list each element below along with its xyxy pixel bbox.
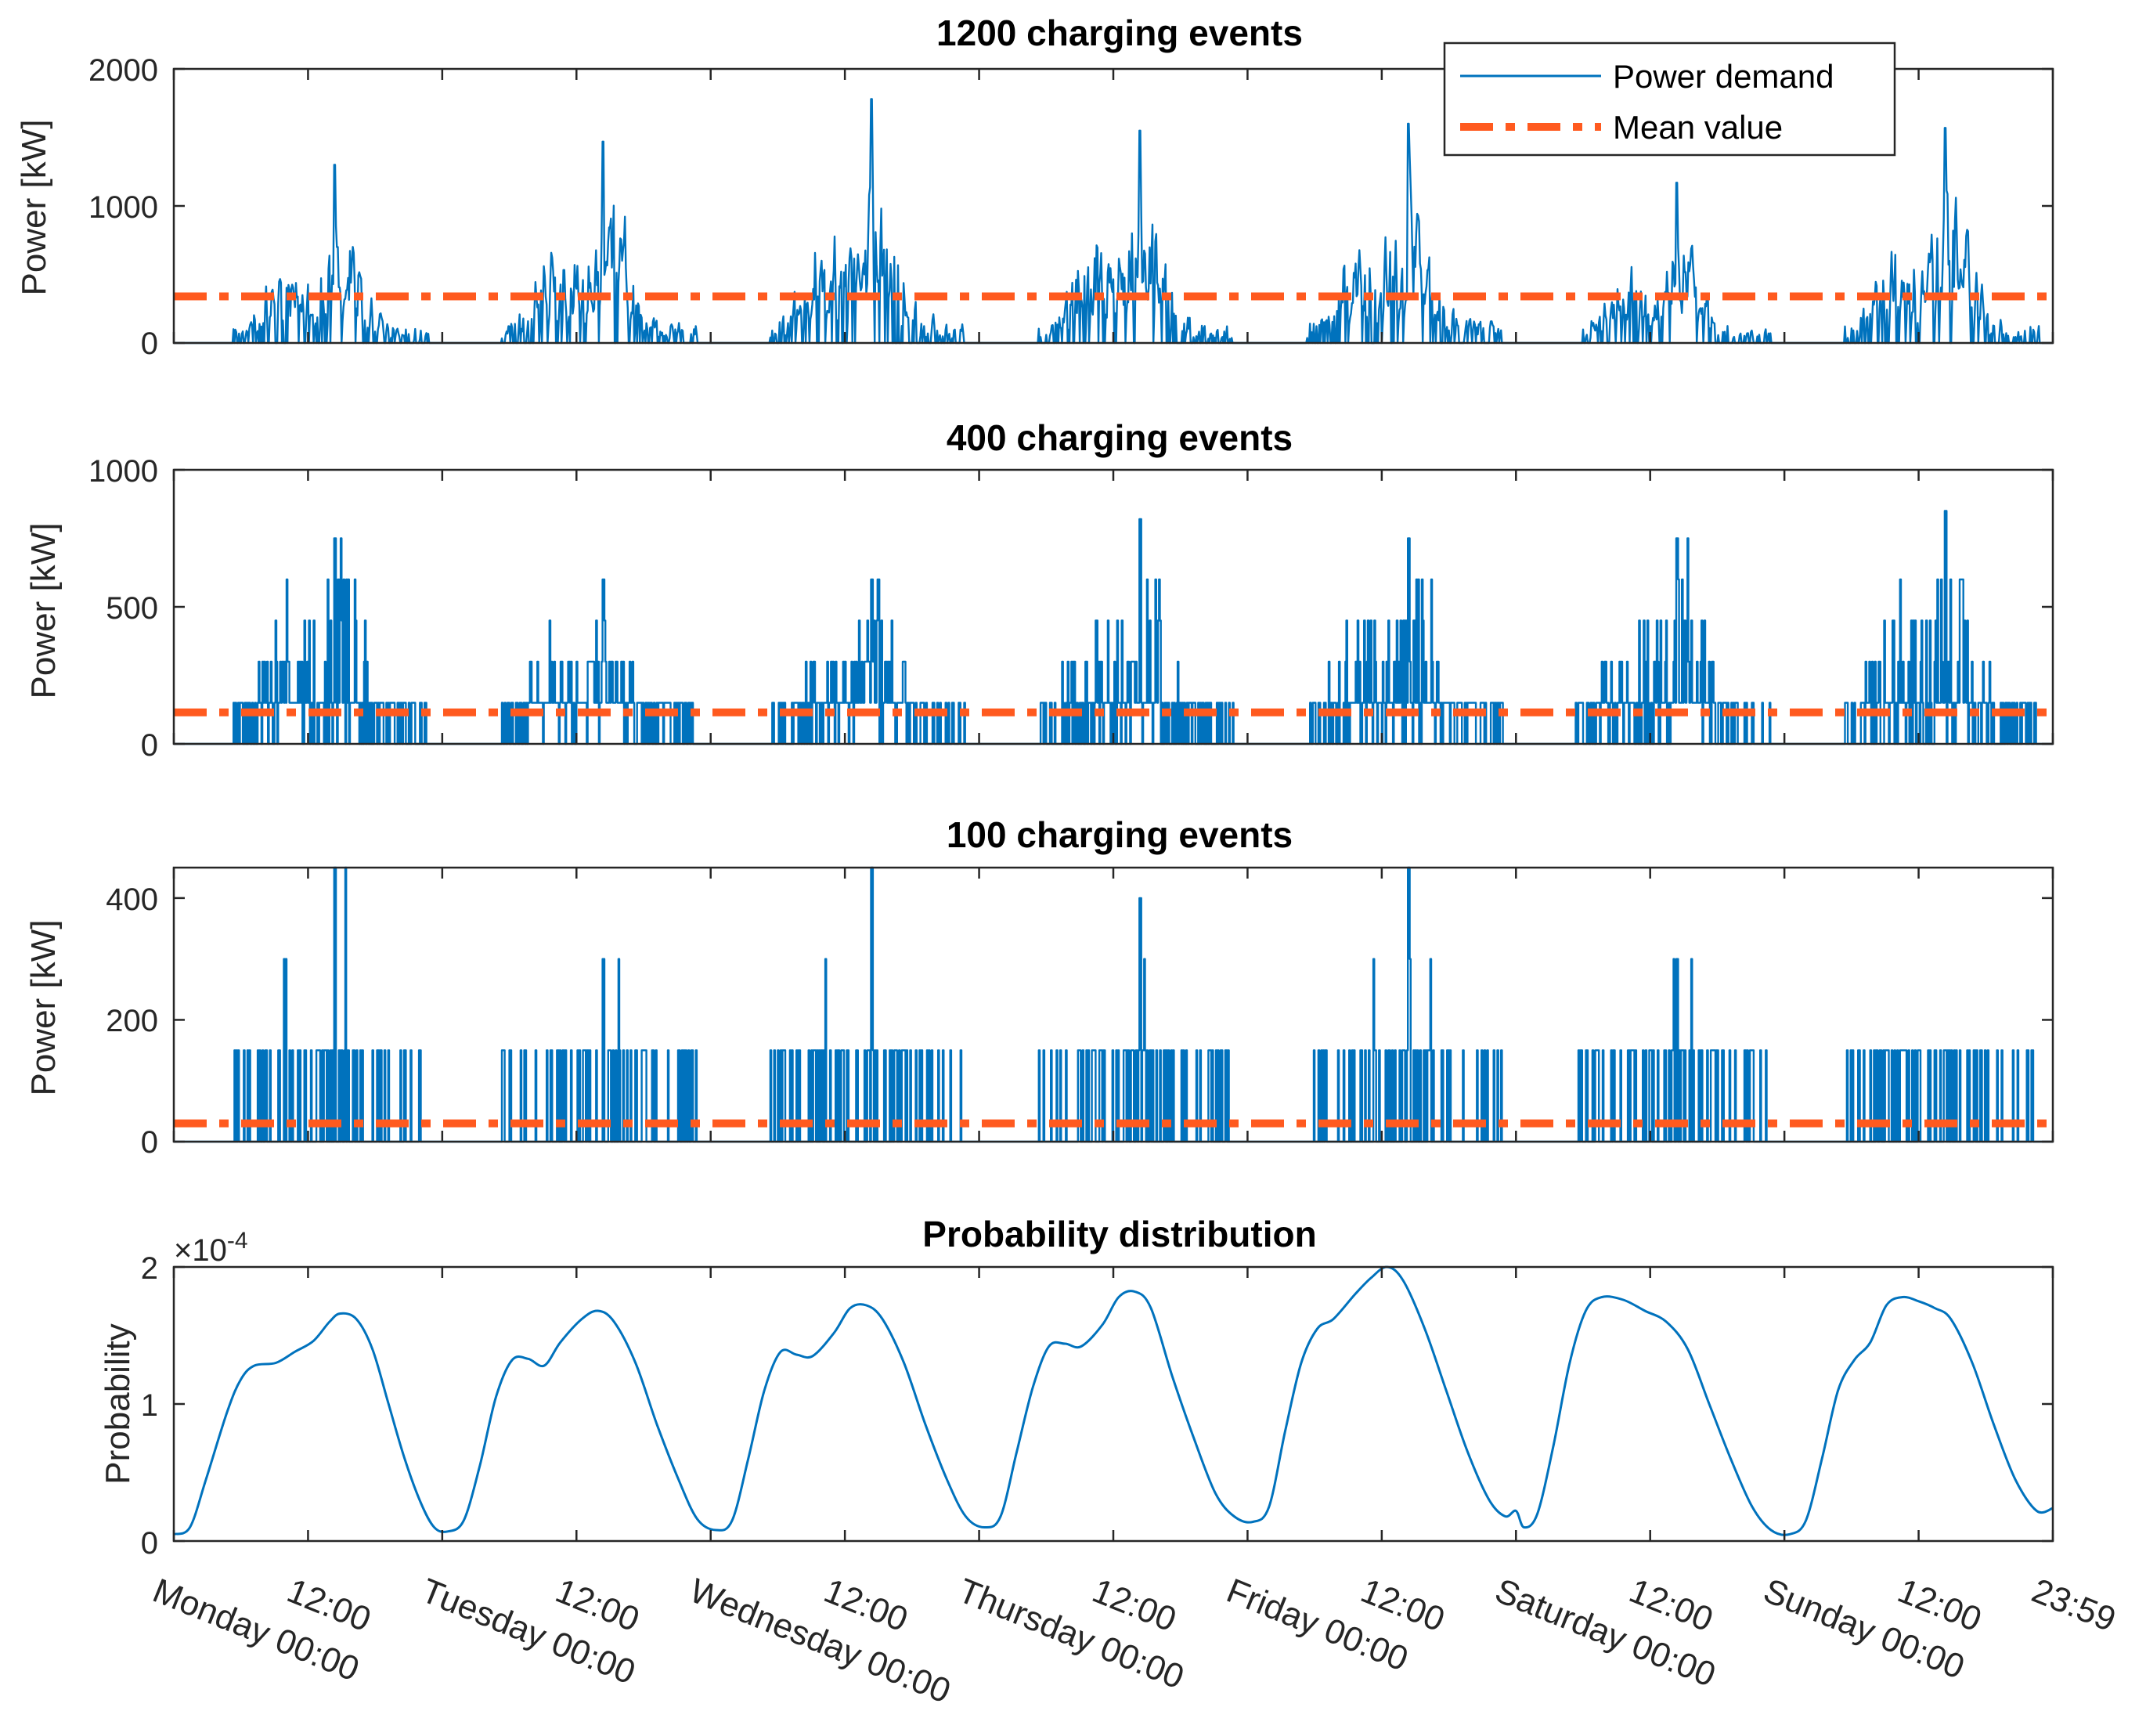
panel-probability: Probability distribution Probability 0 1… <box>99 1214 2121 1711</box>
panel-4-ytick-0: 0 <box>141 1526 158 1561</box>
legend-box <box>1443 42 1896 157</box>
panel-100-events: 100 charging events Power [kW] 0 200 400 <box>24 814 2054 1160</box>
probability-curve <box>173 1265 2054 1536</box>
panel-3-ytick-1: 200 <box>106 1004 158 1038</box>
exponent-power: -4 <box>227 1228 248 1254</box>
panel-2-ytick-0: 0 <box>141 728 158 763</box>
xtick-label: Thursday 00:00 <box>953 1572 1189 1697</box>
legend-demand-label: Power demand <box>1613 58 1834 95</box>
panel-2-plot-area <box>172 468 2054 745</box>
panel-4-ytick-1: 1 <box>141 1388 158 1423</box>
panel-1-title: 1200 charging events <box>936 13 1303 53</box>
xtick-label: 23:59 <box>2027 1572 2121 1640</box>
panel-4-ylabel: Probability <box>99 1323 137 1484</box>
xtick-label: Saturday 00:00 <box>1490 1572 1721 1694</box>
power-demand-line <box>174 866 2053 1143</box>
panel-4-plot-area <box>172 1265 2054 1543</box>
panel-4-ytick-2: 2 <box>141 1251 158 1286</box>
panel-2-title: 400 charging events <box>947 417 1293 458</box>
xtick-label: Wednesday 00:00 <box>684 1572 955 1711</box>
panel-4-exponent: ×10-4 <box>174 1228 248 1268</box>
panel-2-ytick-1: 500 <box>106 591 158 626</box>
legend-mean-label: Mean value <box>1613 109 1783 146</box>
panel-3-ytick-0: 0 <box>141 1125 158 1160</box>
panel-4-title: Probability distribution <box>922 1214 1316 1254</box>
panel-1-plot-area <box>172 67 2054 345</box>
panel-2-ylabel: Power [kW] <box>24 523 63 699</box>
panel-3-plot-area <box>172 866 2054 1143</box>
panel-400-events: 400 charging events Power [kW] 0 500 100… <box>24 417 2054 763</box>
panel-1200-events: 1200 charging events Power [kW] 0 1000 2… <box>15 13 2054 361</box>
panel-1-ytick-0: 0 <box>141 327 158 361</box>
panel-1-ylabel: Power [kW] <box>15 120 53 296</box>
legend: Power demand Mean value <box>1443 42 1896 157</box>
panel-1-ytick-2: 2000 <box>88 53 158 88</box>
panel-3-ylabel: Power [kW] <box>24 920 63 1096</box>
axes-box <box>172 1265 2054 1543</box>
panel-2-ytick-2: 1000 <box>88 454 158 489</box>
panel-3-title: 100 charging events <box>947 814 1293 855</box>
exponent-base: ×10 <box>174 1233 227 1268</box>
panel-3-ytick-2: 400 <box>106 882 158 917</box>
panel-1-ytick-1: 1000 <box>88 190 158 225</box>
